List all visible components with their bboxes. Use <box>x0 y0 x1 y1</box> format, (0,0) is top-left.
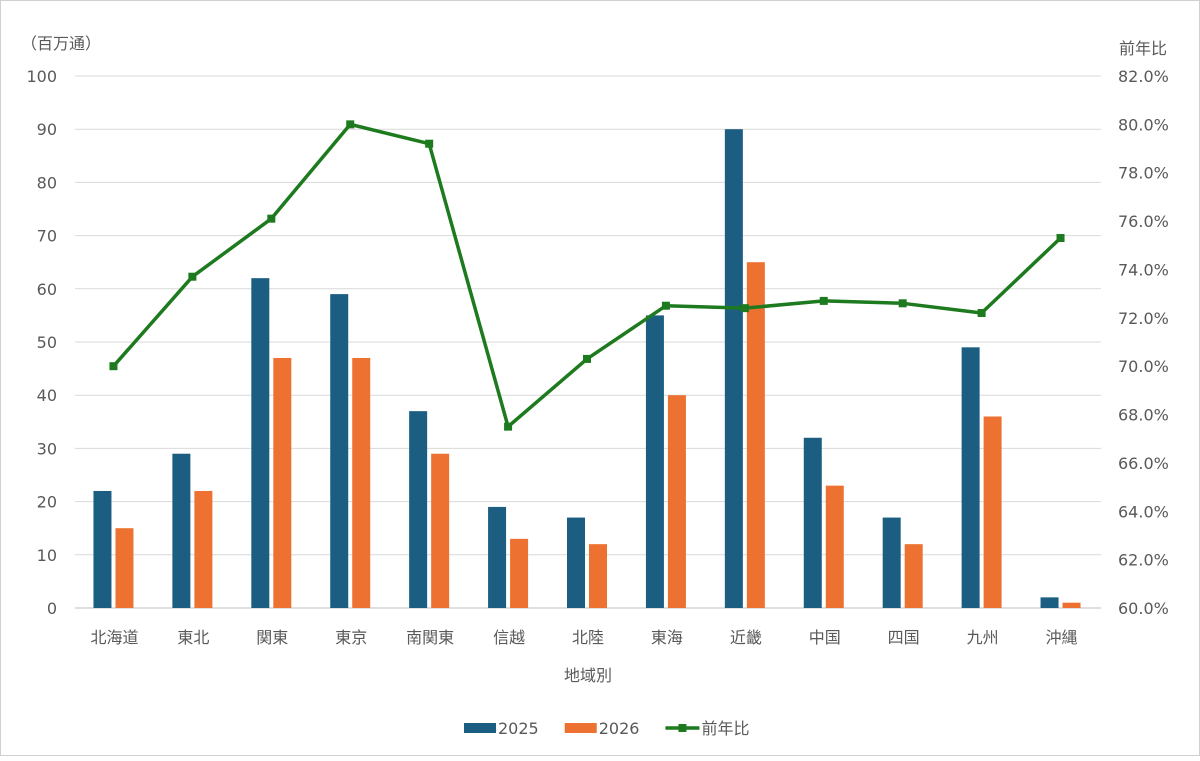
right-axis-title: 前年比 <box>1119 39 1167 58</box>
x-axis-title: 地域別 <box>564 666 612 685</box>
y-tick-label: 80 <box>37 173 57 192</box>
bar-2025 <box>803 437 822 608</box>
yoy-line <box>109 120 1065 431</box>
x-tick-label: 沖縄 <box>1046 628 1078 647</box>
bar-2025 <box>172 453 191 608</box>
bar-2025 <box>961 347 980 608</box>
bar-2026 <box>746 262 765 608</box>
y-tick-label: 40 <box>37 386 57 405</box>
bar-2025 <box>882 517 901 608</box>
y2-tick-label: 72.0% <box>1118 309 1169 328</box>
left-axis-title: （百万通） <box>21 34 101 53</box>
bar-2025 <box>645 315 664 608</box>
y2-tick-label: 78.0% <box>1118 164 1169 183</box>
line-marker <box>819 296 828 305</box>
line-marker <box>267 214 276 223</box>
bar-2025 <box>567 517 585 608</box>
line-marker <box>661 301 670 310</box>
legend-swatch <box>464 723 496 733</box>
x-tick-label: 中国 <box>809 628 841 647</box>
y2-tick-label: 68.0% <box>1118 406 1169 425</box>
x-tick-label: 東京 <box>335 628 367 647</box>
bar-2026 <box>431 453 450 608</box>
right-axis: 60.0% 62.0% 64.0% 66.0% 68.0% 70.0% 72.0% 74.0%… <box>1118 67 1169 618</box>
bar-2026 <box>983 416 1002 608</box>
legend-marker <box>678 724 687 732</box>
line-marker <box>740 304 749 313</box>
line-marker <box>346 120 355 129</box>
y2-tick-label: 62.0% <box>1118 551 1169 570</box>
y-tick-label: 30 <box>37 439 57 458</box>
y2-tick-label: 82.0% <box>1118 67 1169 86</box>
line-marker <box>109 362 118 371</box>
y-tick-label: 0 <box>47 599 57 618</box>
bar-2026 <box>667 395 686 608</box>
bar-2026 <box>1062 602 1081 608</box>
legend: 2025 2026 前年比 <box>464 719 749 738</box>
y-tick-label: 70 <box>37 227 57 246</box>
x-tick-label: 東北 <box>177 628 209 647</box>
y2-tick-label: 60.0% <box>1118 599 1169 618</box>
x-tick-label: 四国 <box>888 628 920 647</box>
bar-2026 <box>352 357 371 608</box>
bar-2025 <box>93 490 112 608</box>
line-marker <box>425 139 434 148</box>
legend-swatch <box>564 723 597 733</box>
bar-2026 <box>273 357 292 608</box>
bar-2026 <box>589 544 607 608</box>
line-marker <box>977 308 986 317</box>
bar-2025 <box>724 129 743 608</box>
bar-2026 <box>194 490 213 608</box>
bar-2025 <box>488 506 507 608</box>
legend-label: 2026 <box>599 719 640 738</box>
line-marker <box>188 272 197 281</box>
y2-tick-label: 64.0% <box>1118 502 1169 521</box>
line-marker <box>504 422 513 431</box>
bar-2026 <box>825 485 844 608</box>
bars <box>93 129 1081 608</box>
bar-2025 <box>1040 597 1059 608</box>
bar-2026 <box>510 538 529 608</box>
x-tick-label: 九州 <box>967 628 999 647</box>
bar-2026 <box>115 528 134 608</box>
line-marker <box>898 299 907 308</box>
bar-2025 <box>409 411 428 608</box>
y2-tick-label: 76.0% <box>1118 212 1169 231</box>
y-tick-label: 20 <box>37 493 57 512</box>
line-marker <box>583 354 591 363</box>
x-axis: 北海道 東北 関東 東京 南関東 信越 北陸 東海 近畿 中国 四国 九州 沖縄 <box>90 628 1077 647</box>
bar-2025 <box>251 278 270 608</box>
y-tick-label: 60 <box>37 280 57 299</box>
left-axis: 0 10 20 30 40 50 60 70 80 90 100 <box>26 67 57 618</box>
bar-2025 <box>330 294 349 608</box>
x-tick-label: 関東 <box>256 628 288 647</box>
y-tick-label: 50 <box>37 333 57 352</box>
y-tick-label: 10 <box>37 546 57 565</box>
y-tick-label: 100 <box>26 67 57 86</box>
y-tick-label: 90 <box>37 120 57 139</box>
y2-tick-label: 70.0% <box>1118 357 1169 376</box>
line-marker <box>1056 234 1065 243</box>
legend-label: 前年比 <box>701 719 749 738</box>
x-tick-label: 近畿 <box>730 628 762 647</box>
legend-label: 2025 <box>498 719 539 738</box>
x-tick-label: 信越 <box>493 628 525 647</box>
y2-tick-label: 74.0% <box>1118 260 1169 279</box>
x-tick-label: 南関東 <box>406 628 454 647</box>
bar-2026 <box>904 544 923 608</box>
x-tick-label: 北陸 <box>572 628 604 647</box>
y2-tick-label: 66.0% <box>1118 454 1169 473</box>
x-tick-label: 東海 <box>651 628 683 647</box>
x-tick-label: 北海道 <box>90 628 138 647</box>
gridlines <box>75 75 1101 609</box>
y2-tick-label: 80.0% <box>1118 115 1169 134</box>
